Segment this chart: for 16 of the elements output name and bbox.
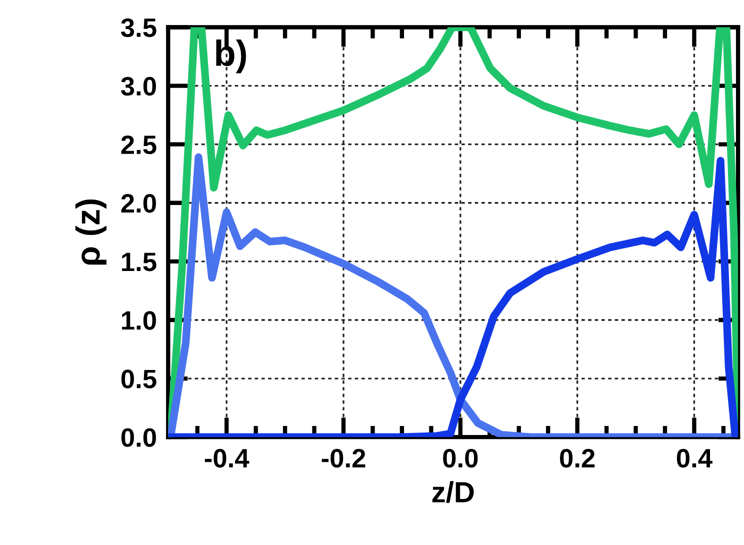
x-tick-label: 0.2: [560, 448, 595, 468]
y-tick-label: 3.0: [120, 76, 156, 96]
annotation: b): [216, 40, 246, 74]
y-tick-label: 3.5: [120, 18, 156, 38]
x-tick-label: -0.4: [204, 448, 250, 468]
x-tick-label: 0.4: [676, 448, 712, 468]
x-tick-label: 0.0: [443, 448, 478, 468]
x-tick-label: -0.2: [322, 448, 366, 468]
y-tick-label: 2.5: [121, 135, 156, 154]
y-tick-label: 0.0: [121, 428, 156, 447]
x-axis-title: z/D: [432, 481, 474, 503]
y-tick-label: 0.5: [121, 370, 156, 388]
y-axis-title: ρ (z): [75, 199, 106, 265]
y-tick-label: 2.0: [121, 194, 156, 213]
y-tick-label: 1.5: [122, 252, 156, 272]
y-tick-label: 1.0: [122, 311, 156, 330]
